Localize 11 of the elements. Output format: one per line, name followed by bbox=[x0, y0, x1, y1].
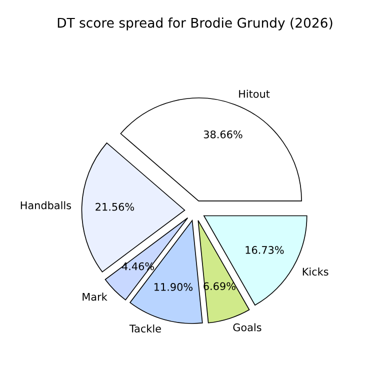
slice-label: Hitout bbox=[239, 90, 270, 98]
slice-label: Handballs bbox=[20, 201, 72, 210]
slice-label: Goals bbox=[233, 323, 262, 332]
data-label: 11.90% bbox=[154, 283, 193, 291]
data-label: 16.73% bbox=[246, 246, 284, 254]
slice-label: Kicks bbox=[302, 268, 328, 276]
chart-title: DT score spread for Brodie Grundy (2026) bbox=[58, 18, 332, 30]
slice-label: Tackle bbox=[129, 324, 161, 333]
data-label: 38.66% bbox=[204, 130, 242, 138]
data-label: 21.56% bbox=[96, 202, 134, 211]
slice-label: Mark bbox=[82, 292, 108, 301]
